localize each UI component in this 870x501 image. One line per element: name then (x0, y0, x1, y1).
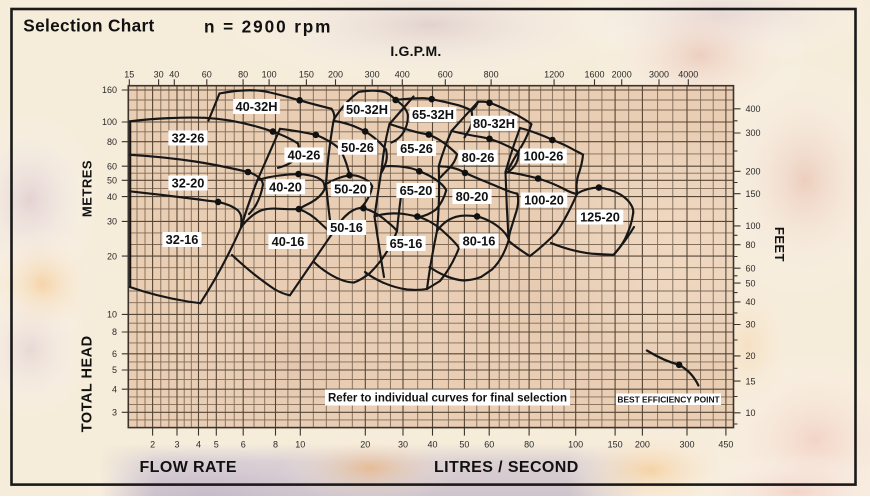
svg-text:40-20: 40-20 (269, 179, 302, 194)
svg-text:300: 300 (679, 440, 694, 450)
svg-text:60: 60 (107, 161, 117, 171)
svg-text:80-16: 80-16 (463, 234, 496, 249)
svg-text:100: 100 (102, 117, 117, 127)
svg-text:15: 15 (124, 70, 134, 80)
svg-text:32-26: 32-26 (172, 131, 205, 146)
svg-text:100: 100 (746, 221, 761, 231)
svg-text:200: 200 (746, 167, 761, 177)
svg-text:65-26: 65-26 (400, 141, 433, 156)
svg-text:5: 5 (214, 440, 219, 450)
svg-text:15: 15 (746, 376, 756, 386)
svg-text:4000: 4000 (678, 70, 698, 80)
svg-text:10: 10 (107, 310, 117, 320)
svg-text:60: 60 (202, 70, 212, 80)
svg-text:300: 300 (365, 70, 380, 80)
svg-text:80: 80 (524, 440, 534, 450)
svg-text:40: 40 (169, 70, 179, 80)
svg-text:80-32H: 80-32H (473, 116, 515, 131)
svg-text:80: 80 (107, 137, 117, 147)
svg-text:20: 20 (746, 351, 756, 361)
svg-text:30: 30 (746, 320, 756, 330)
svg-text:125-20: 125-20 (580, 210, 620, 225)
svg-text:6: 6 (241, 440, 246, 450)
svg-text:FEET: FEET (772, 227, 787, 262)
svg-text:80: 80 (238, 70, 248, 80)
svg-text:80: 80 (746, 240, 756, 250)
svg-text:1600: 1600 (584, 70, 604, 80)
svg-text:BEST EFFICIENCY POINT: BEST EFFICIENCY POINT (617, 395, 720, 405)
svg-text:30: 30 (107, 217, 117, 227)
svg-text:10: 10 (295, 440, 305, 450)
svg-text:4: 4 (196, 440, 201, 450)
svg-text:150: 150 (299, 70, 314, 80)
svg-text:3: 3 (174, 440, 179, 450)
svg-text:30: 30 (398, 440, 408, 450)
svg-text:32-16: 32-16 (166, 232, 199, 247)
svg-text:40: 40 (107, 192, 117, 202)
svg-text:50-20: 50-20 (334, 182, 367, 197)
svg-text:800: 800 (484, 70, 499, 80)
svg-text:60: 60 (746, 263, 756, 273)
svg-text:6: 6 (112, 349, 117, 359)
svg-text:450: 450 (718, 440, 733, 450)
svg-text:400: 400 (746, 104, 761, 114)
svg-text:65-16: 65-16 (390, 236, 423, 251)
svg-text:200: 200 (635, 440, 650, 450)
svg-text:20: 20 (107, 251, 117, 261)
svg-text:40: 40 (427, 440, 437, 450)
svg-text:160: 160 (102, 85, 117, 95)
svg-text:LITRES / SECOND: LITRES / SECOND (434, 459, 579, 476)
svg-text:2000: 2000 (612, 70, 632, 80)
svg-text:40-32H: 40-32H (236, 99, 278, 114)
svg-text:80-26: 80-26 (462, 150, 495, 165)
svg-text:100-20: 100-20 (524, 193, 564, 208)
svg-text:65-32H: 65-32H (412, 107, 454, 122)
svg-text:FLOW RATE: FLOW RATE (140, 459, 238, 476)
svg-text:TOTAL HEAD: TOTAL HEAD (79, 335, 95, 432)
svg-text:50-16: 50-16 (330, 220, 363, 235)
svg-text:60: 60 (484, 440, 494, 450)
svg-text:80-20: 80-20 (456, 189, 489, 204)
svg-text:5: 5 (112, 365, 117, 375)
svg-text:100: 100 (568, 440, 583, 450)
svg-text:200: 200 (328, 70, 343, 80)
svg-text:30: 30 (154, 70, 164, 80)
svg-text:150: 150 (746, 189, 761, 199)
svg-text:100-26: 100-26 (524, 149, 564, 164)
svg-text:8: 8 (273, 440, 278, 450)
svg-text:3000: 3000 (649, 70, 669, 80)
svg-text:50: 50 (746, 278, 756, 288)
svg-text:1200: 1200 (544, 70, 564, 80)
svg-text:4: 4 (112, 384, 117, 394)
svg-text:10: 10 (746, 408, 756, 418)
svg-text:150: 150 (608, 440, 623, 450)
svg-text:3: 3 (112, 408, 117, 418)
svg-text:Selection Chart: Selection Chart (23, 16, 154, 36)
svg-text:50: 50 (107, 176, 117, 186)
svg-text:100: 100 (262, 70, 277, 80)
svg-text:600: 600 (438, 70, 453, 80)
svg-text:40-26: 40-26 (288, 148, 321, 163)
svg-text:2: 2 (150, 440, 155, 450)
svg-text:50-26: 50-26 (341, 140, 374, 155)
svg-text:8: 8 (112, 327, 117, 337)
svg-text:I.G.P.M.: I.G.P.M. (390, 43, 441, 59)
svg-text:65-20: 65-20 (400, 183, 433, 198)
svg-text:400: 400 (395, 70, 410, 80)
svg-text:n = 2900 rpm: n = 2900 rpm (204, 17, 332, 37)
svg-text:300: 300 (746, 128, 761, 138)
svg-text:40-16: 40-16 (272, 234, 305, 249)
svg-text:40: 40 (746, 297, 756, 307)
svg-text:50-32H: 50-32H (346, 102, 388, 117)
svg-text:32-20: 32-20 (172, 176, 205, 191)
svg-text:Refer to individual curves for: Refer to individual curves for final sel… (328, 393, 567, 405)
svg-text:20: 20 (360, 440, 370, 450)
svg-text:50: 50 (459, 440, 469, 450)
svg-text:METRES: METRES (80, 160, 95, 217)
